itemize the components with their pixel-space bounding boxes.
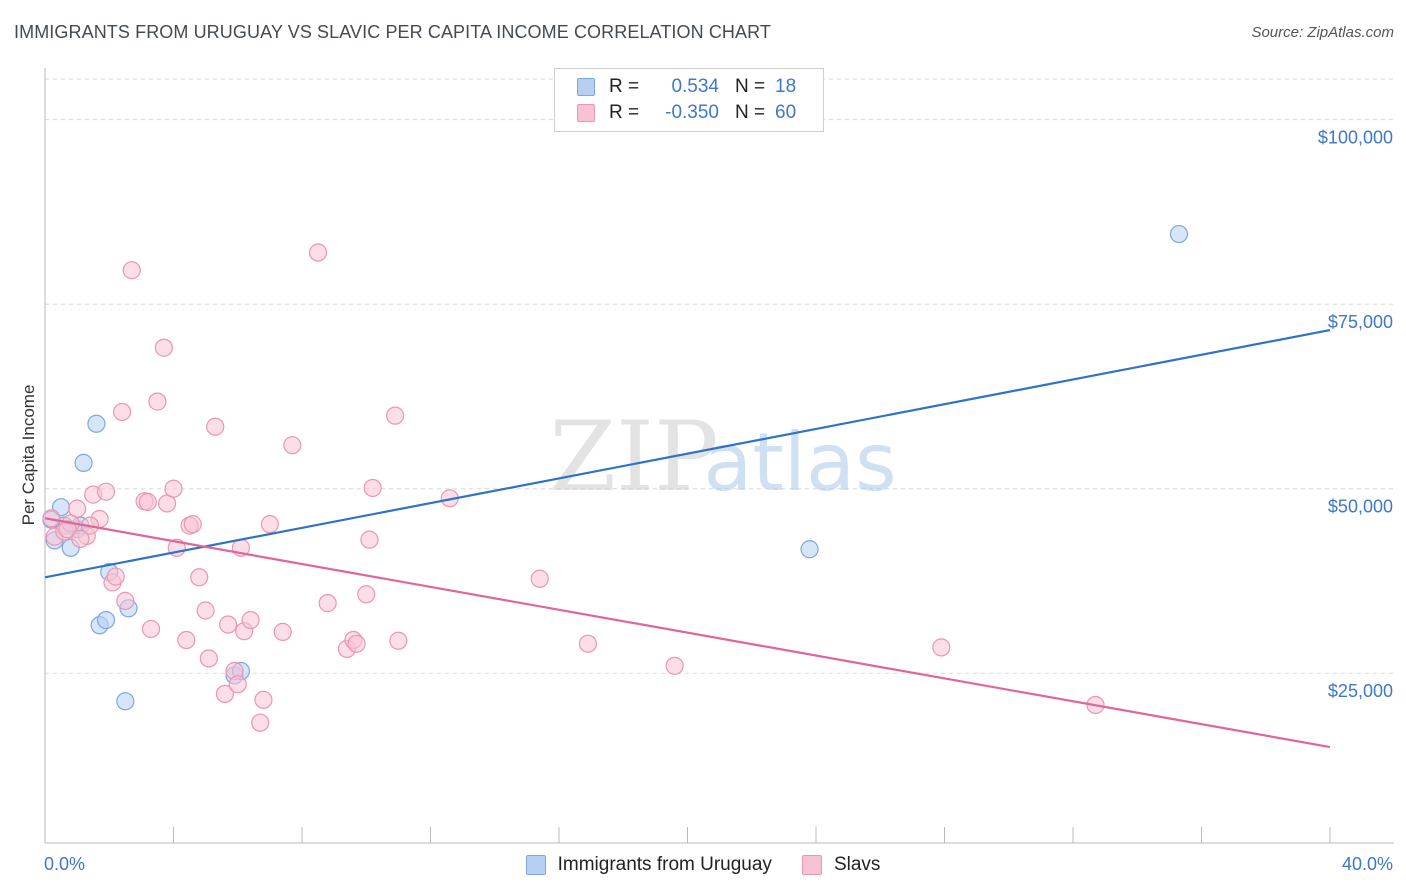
point-slavs bbox=[68, 499, 87, 518]
x-tick-label: 40.0% bbox=[1342, 854, 1393, 874]
point-slavs bbox=[308, 243, 328, 262]
point-uruguay bbox=[74, 453, 93, 472]
point-slavs bbox=[215, 684, 234, 704]
point-slavs bbox=[106, 567, 125, 586]
y-tick-label: $100,000 bbox=[1318, 128, 1393, 148]
point-slavs bbox=[228, 675, 247, 694]
x-tick-label: 0.0% bbox=[44, 854, 85, 874]
point-slavs bbox=[241, 610, 260, 630]
point-slavs bbox=[154, 338, 173, 357]
y-axis-label: Per Capita Income bbox=[19, 385, 38, 526]
point-slavs bbox=[199, 649, 218, 668]
point-slavs bbox=[177, 630, 196, 650]
legend-n-label: N = bbox=[735, 102, 766, 123]
point-slavs bbox=[360, 530, 379, 549]
point-slavs bbox=[363, 478, 382, 498]
legend-n-value: 60 bbox=[775, 102, 797, 123]
point-slavs bbox=[148, 392, 167, 411]
source-label: Source: ZipAtlas.com bbox=[1251, 24, 1394, 41]
point-slavs bbox=[196, 601, 215, 620]
chart-title: IMMIGRANTS FROM URUGUAY VS SLAVIC PER CA… bbox=[14, 22, 771, 42]
data-points bbox=[42, 224, 1189, 732]
axes bbox=[44, 68, 1394, 844]
y-tick-label: $25,000 bbox=[1328, 681, 1393, 701]
watermark-zip: ZIP bbox=[549, 401, 718, 513]
tick-labels: $25,000 $50,000 $75,000 $100,000 0.0% 40.0% bbox=[44, 128, 1393, 874]
series-swatch-slavs bbox=[801, 855, 822, 875]
point-slavs bbox=[260, 515, 279, 534]
series-legend-item-uruguay[interactable]: Immigrants from Uruguay bbox=[525, 854, 772, 876]
point-slavs bbox=[206, 417, 225, 436]
series-label-slavs: Slavs bbox=[833, 854, 881, 875]
point-slavs bbox=[932, 638, 951, 657]
point-slavs bbox=[357, 585, 376, 604]
legend-swatch-slavs bbox=[577, 104, 595, 122]
point-slavs bbox=[42, 509, 61, 528]
point-slavs bbox=[283, 436, 302, 455]
point-slavs bbox=[219, 615, 238, 634]
point-slavs bbox=[190, 568, 209, 587]
series-legend: Immigrants from Uruguay Slavs bbox=[0, 852, 1406, 878]
trend-lines bbox=[44, 328, 1331, 749]
trend-line-slavs bbox=[44, 517, 1331, 749]
watermark: ZIP atlas bbox=[549, 401, 896, 513]
legend-row-uruguay: R = 0.534 N = 18 bbox=[577, 74, 796, 100]
series-label-uruguay: Immigrants from Uruguay bbox=[557, 854, 772, 875]
point-slavs bbox=[254, 690, 273, 709]
legend-row-slavs: R = -0.350 N = 60 bbox=[577, 100, 796, 126]
point-slavs bbox=[58, 520, 77, 539]
point-uruguay bbox=[800, 540, 819, 559]
point-slavs bbox=[164, 479, 183, 498]
correlation-legend: R = 0.534 N = 18 R = -0.350 N = 60 bbox=[554, 68, 824, 132]
trend-line-uruguay bbox=[44, 328, 1331, 579]
point-uruguay bbox=[96, 610, 116, 630]
point-slavs bbox=[530, 569, 549, 588]
legend-r-value: -0.350 bbox=[665, 102, 719, 123]
point-slavs bbox=[665, 656, 684, 675]
point-slavs bbox=[116, 591, 135, 611]
legend-n-value: 18 bbox=[775, 76, 797, 97]
y-tick-label: $75,000 bbox=[1328, 312, 1393, 332]
point-slavs bbox=[138, 492, 157, 512]
legend-swatch-uruguay bbox=[577, 78, 595, 96]
y-tick-label: $50,000 bbox=[1328, 497, 1393, 517]
point-slavs bbox=[122, 261, 141, 280]
point-slavs bbox=[141, 619, 161, 639]
point-slavs bbox=[251, 713, 270, 732]
point-uruguay bbox=[116, 692, 135, 711]
point-slavs bbox=[347, 634, 366, 653]
point-slavs bbox=[96, 482, 116, 501]
point-slavs bbox=[318, 594, 337, 613]
point-slavs bbox=[578, 634, 598, 653]
point-uruguay bbox=[1169, 224, 1189, 244]
point-slavs bbox=[273, 622, 292, 642]
grid-lines bbox=[45, 78, 1394, 674]
watermark-atlas: atlas bbox=[703, 416, 896, 509]
point-uruguay bbox=[87, 414, 106, 433]
legend-r-value: 0.534 bbox=[671, 76, 719, 97]
point-slavs bbox=[386, 406, 405, 425]
series-swatch-uruguay bbox=[525, 855, 546, 875]
point-slavs bbox=[183, 515, 202, 534]
point-slavs bbox=[389, 631, 408, 650]
point-slavs bbox=[112, 402, 132, 422]
series-legend-item-slavs[interactable]: Slavs bbox=[801, 854, 881, 876]
legend-r-label: R = bbox=[609, 76, 640, 97]
legend-n-label: N = bbox=[735, 76, 766, 97]
point-slavs bbox=[71, 529, 90, 549]
legend-r-label: R = bbox=[609, 102, 640, 123]
